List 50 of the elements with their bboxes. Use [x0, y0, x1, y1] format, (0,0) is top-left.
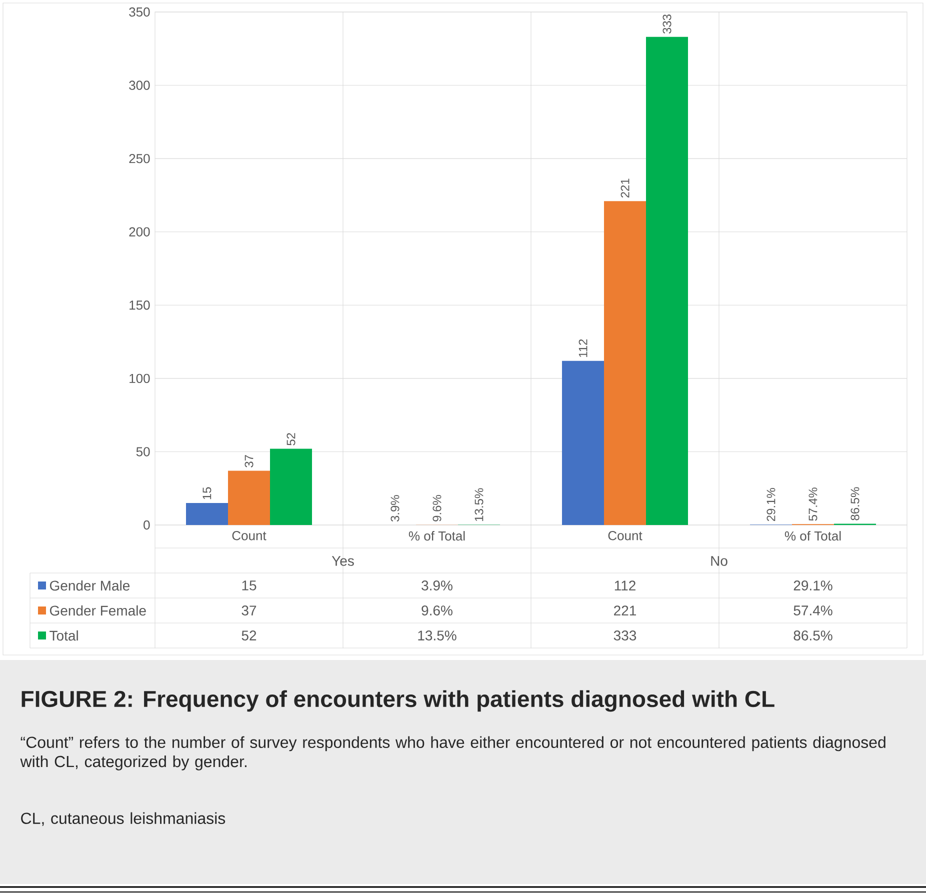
- text: 29.1%: [766, 488, 776, 522]
- legend-label: Gender Female: [50, 605, 146, 616]
- text: 57.4%: [808, 488, 818, 521]
- data-label: 15: [242, 580, 256, 590]
- text: “Count” refers to the number of survey respondents who have either encountered or not encountered patients diagnosed with CL, categorized by gender.: [20, 736, 886, 770]
- y-tick-label: 200: [129, 227, 150, 236]
- text: 52: [286, 433, 296, 446]
- data-label: 52: [242, 630, 256, 640]
- text: Yes: [332, 556, 354, 566]
- data-label: 57.4%: [794, 606, 832, 616]
- x-tick-label: % of Total: [784, 531, 841, 541]
- text: 112: [578, 339, 588, 357]
- text: 3.9%: [390, 495, 400, 522]
- y-tick-label: 250: [129, 154, 150, 164]
- legend-label: Gender Male: [50, 580, 130, 591]
- bar: [562, 360, 604, 525]
- text: 333: [662, 14, 672, 34]
- bar: [604, 201, 646, 525]
- bar: [228, 470, 270, 525]
- text: 13.5%: [474, 488, 484, 521]
- data-label: 333: [614, 630, 636, 640]
- text: FIGURE 2: Frequency of encounters with patients diagnosed with CL: [22, 690, 774, 712]
- bar: [646, 36, 688, 525]
- x-tick-label: Count: [608, 531, 642, 540]
- x-tick-label: Count: [232, 531, 266, 540]
- text: 37: [244, 455, 254, 468]
- text: 86.5%: [850, 487, 860, 520]
- text: No: [711, 556, 728, 566]
- data-label: 221: [614, 606, 636, 616]
- legend-label: Total: [50, 630, 78, 641]
- data-label: 29.1%: [794, 580, 832, 590]
- y-tick-label: 50: [136, 447, 150, 456]
- x-tick-label: % of Total: [408, 531, 465, 541]
- bar: [186, 503, 228, 525]
- y-tick-label: 150: [130, 300, 150, 310]
- text: 15: [202, 487, 212, 500]
- text: CL, cutaneous leishmaniasis: [21, 812, 226, 826]
- data-label: 112: [614, 580, 636, 590]
- data-label: 13.5%: [418, 630, 456, 640]
- y-tick-label: 100: [130, 374, 150, 384]
- y-tick-label: 300: [129, 80, 150, 90]
- text: 221: [620, 178, 630, 198]
- data-label: 86.5%: [794, 630, 832, 640]
- text: 9.6%: [432, 495, 442, 522]
- data-label: 37: [242, 606, 256, 616]
- data-label: 3.9%: [422, 580, 452, 590]
- y-tick-label: 0: [144, 520, 150, 530]
- bar: [270, 448, 312, 525]
- data-label: 9.6%: [422, 606, 452, 616]
- y-tick-label: 350: [129, 7, 150, 17]
